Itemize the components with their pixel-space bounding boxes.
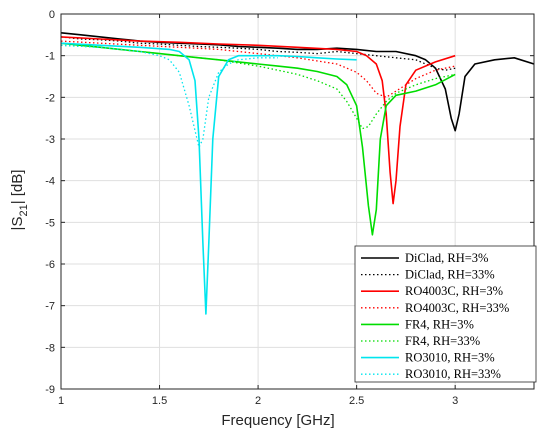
x-tick-label: 1.5 bbox=[152, 395, 167, 407]
y-tick-label: -3 bbox=[45, 134, 55, 146]
y-tick-label: -9 bbox=[45, 384, 55, 396]
y-axis-label-main: |S bbox=[9, 217, 26, 231]
y-tick-label: -2 bbox=[45, 92, 55, 104]
series-line-diclad-rh-33 bbox=[60, 36, 456, 71]
legend-label: RO4003C, RH=3% bbox=[405, 284, 503, 298]
legend-label: RO3010, RH=3% bbox=[405, 351, 495, 365]
series-line-fr4-rh-3 bbox=[60, 42, 456, 236]
y-tick-labels: 0 -1 -2 -3 -4 -5 -6 -7 -8 -9 bbox=[45, 9, 55, 396]
series-line-ro3010-rh-3 bbox=[60, 42, 357, 315]
legend-label: DiClad, RH=33% bbox=[405, 268, 495, 282]
plot-frame bbox=[60, 13, 535, 390]
legend-label: RO3010, RH=33% bbox=[405, 367, 501, 381]
y-tick-label: -6 bbox=[45, 259, 55, 271]
legend-label: FR4, RH=3% bbox=[405, 317, 474, 331]
x-tick-label: 2.5 bbox=[349, 395, 364, 407]
x-axis-label: Frequency [GHz] bbox=[221, 412, 334, 429]
y-tick-label: -8 bbox=[45, 342, 55, 354]
x-tick-label: 3 bbox=[452, 395, 458, 407]
y-tick-label: -5 bbox=[45, 217, 55, 229]
legend-box bbox=[354, 245, 537, 383]
y-axis-label: |S21| [dB] bbox=[9, 170, 30, 231]
x-tick-label: 1 bbox=[58, 395, 64, 407]
legend-label: DiClad, RH=3% bbox=[405, 251, 488, 265]
legend-label: FR4, RH=33% bbox=[405, 334, 480, 348]
series-layer bbox=[60, 32, 535, 315]
legend: DiClad, RH=3% DiClad, RH=33% RO4003C, RH=3… bbox=[354, 245, 537, 383]
x-tick-label: 2 bbox=[255, 395, 261, 407]
y-tick-label: -7 bbox=[45, 301, 55, 313]
y-axis-label-tail: | [dB] bbox=[9, 170, 26, 205]
y-axis-label-subscript: 21 bbox=[18, 204, 30, 216]
x-tick-labels: 1 1.5 2 2.5 3 bbox=[58, 395, 458, 407]
series-line-ro4003c-rh-3 bbox=[60, 36, 456, 205]
y-tick-label: -1 bbox=[45, 51, 55, 63]
y-tick-label: -4 bbox=[45, 176, 55, 188]
y-tick-label: 0 bbox=[49, 9, 55, 21]
series-line-ro4003c-rh-33 bbox=[60, 40, 456, 98]
legend-label: RO4003C, RH=33% bbox=[405, 301, 509, 315]
series-line-ro3010-rh-33 bbox=[60, 44, 278, 148]
